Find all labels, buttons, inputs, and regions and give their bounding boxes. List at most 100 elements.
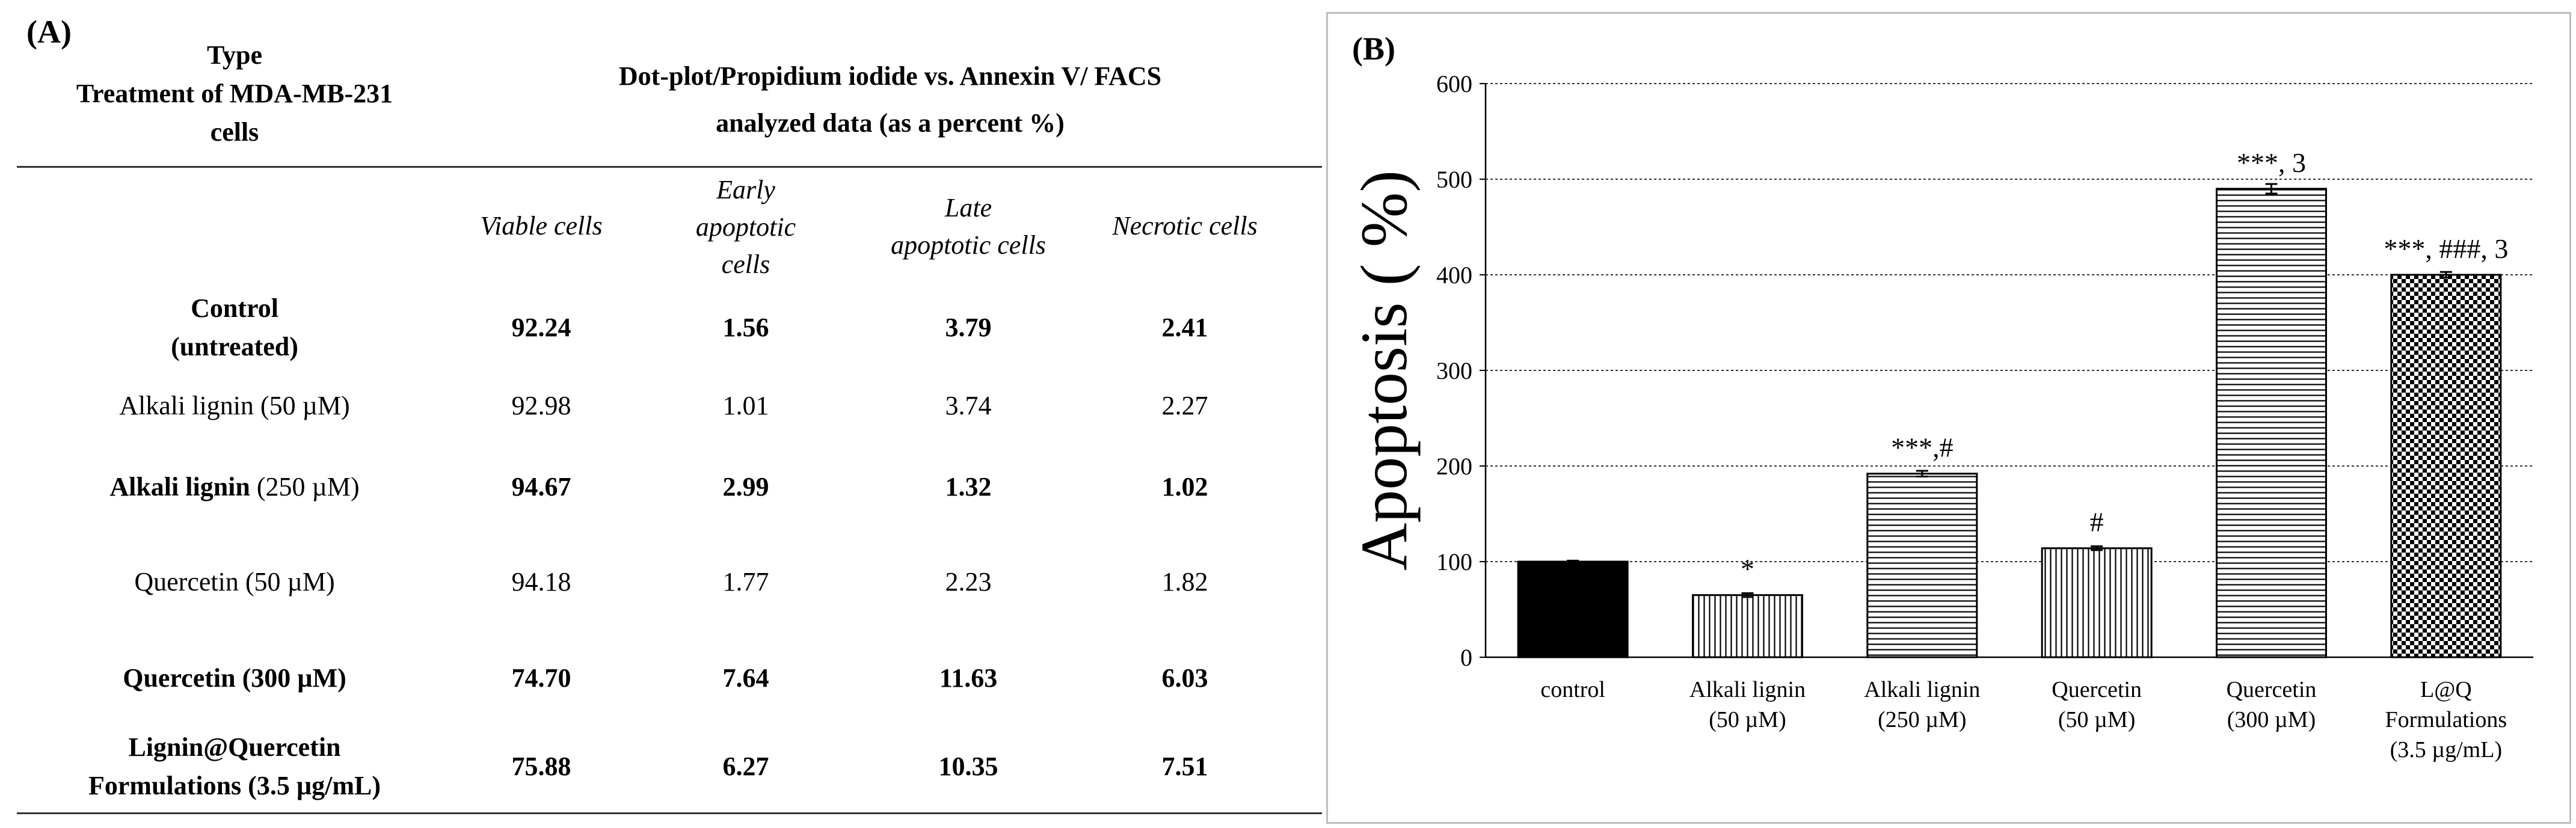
row-name-normal: Quercetin (50 µM) [134,567,335,596]
column-header-line: cells [721,250,770,279]
column-header-line: apoptotic [695,212,796,242]
table-cell: 1.01 [722,391,769,420]
row-name-line2: (untreated) [171,332,298,361]
table-cell: 94.67 [511,472,571,501]
row-name-line: Alkali lignin (50 µM) [24,387,445,425]
row-name-normal: Alkali lignin (50 µM) [119,391,350,420]
table-row-label: Control (untreated) [24,289,445,366]
x-tick-label: Formulations [2385,707,2507,732]
table-cell: 1.02 [1161,472,1208,501]
table-cell: 2.41 [1161,313,1208,342]
y-tick-label: 0 [1460,644,1472,671]
table-cell: 7.64 [722,663,769,693]
row-name-line2: Formulations (3.5 µg/mL) [88,771,381,800]
x-tick-label: (3.5 µg/mL) [2390,737,2503,762]
panel-b-chart: (B) 0 100 200 300 400 500 600 Apoptosis ( %) con… [1326,12,2571,824]
bottom-rule [17,812,1322,814]
significance-label: ***, ###, 3 [2384,233,2508,264]
x-tick-label: (50 µM) [2058,707,2136,732]
row-name-line: Control [24,289,445,328]
row-name-line: Quercetin (300 µM) [24,659,445,698]
x-tick-label: (250 µM) [1878,707,1967,732]
table-cell: 1.32 [945,472,992,501]
table-row-label: Quercetin (50 µM) [24,563,445,601]
header-type-line: Type [206,40,263,70]
table-cell: 1.77 [722,567,769,596]
y-tick-label: 400 [1436,262,1472,289]
column-header-line: Necrotic cells [1112,211,1258,241]
bar [1866,473,1978,658]
table-cell: 2.23 [945,567,992,596]
table-cell: 10.35 [938,752,998,781]
x-tick-label: Alkali lignin [1689,677,1806,702]
x-tick-label: (300 µM) [2227,707,2316,732]
significance-label: ***,# [1891,432,1954,463]
table-cell: 6.03 [1161,663,1208,693]
row-name-line: Alkali lignin (250 µM) [24,468,445,506]
significance-label: ***, 3 [2237,147,2306,178]
table-cell: 2.27 [1161,391,1208,420]
table-cell: 92.98 [511,391,571,420]
y-tick-label: 300 [1436,357,1472,384]
table-cell: 3.74 [945,391,992,420]
column-header-early: Early apoptotic cells [656,171,836,283]
header-type-line: cells [210,117,259,147]
header-facs-line: Dot-plot/Propidium iodide vs. Annexin V/… [618,61,1162,91]
row-name-line: Lignin@Quercetin [24,728,445,767]
panel-a-label: (A) [26,14,72,50]
column-header-line: Viable cells [480,211,603,241]
bar [2390,274,2502,658]
table-cell: 3.79 [945,313,992,342]
bar-chart: (B) 0 100 200 300 400 500 600 Apoptosis ( %) con… [1347,31,2533,762]
table-row-label: Alkali lignin (50 µM) [24,387,445,425]
table-row-label: Lignin@Quercetin Formulations (3.5 µg/mL) [24,728,445,805]
x-tick-label: Quercetin [2052,677,2142,702]
significance-label: # [2090,507,2104,538]
row-name-bold: Alkali lignin [109,472,250,501]
column-header-line: Early [716,175,775,204]
bar [1692,594,1803,658]
column-header-line: apoptotic cells [891,230,1046,260]
table-cell: 11.63 [939,663,998,693]
row-name-bold: Control [191,293,278,323]
bar [2216,188,2327,658]
table-cell: 1.82 [1161,567,1208,596]
x-tick-label: L@Q [2420,677,2472,702]
table-row-label: Quercetin (300 µM) [24,659,445,698]
column-header-viable: Viable cells [439,207,644,245]
significance-label: * [1741,554,1754,584]
table-cell: 92.24 [511,313,571,342]
row-name-normal: (250 µM) [250,472,360,501]
y-tick-label: 500 [1436,166,1472,193]
table-cell: 6.27 [722,752,769,781]
x-tick-label: (50 µM) [1709,707,1786,732]
table-cell: 75.88 [511,752,571,781]
y-tick-label: 100 [1436,548,1472,575]
y-tick-label: 600 [1436,70,1472,97]
x-tick-label: control [1540,677,1605,702]
bar [2041,547,2153,658]
header-type-line: Treatment of MDA-MB-231 [76,79,393,108]
row-name-line: Quercetin (50 µM) [24,563,445,601]
column-header-line: Late [944,193,992,222]
row-name-bold: Lignin@Quercetin [128,732,341,762]
table-cell: 74.70 [511,663,571,693]
panel-b-label: (B) [1352,31,1395,67]
table-cell: 2.99 [722,472,769,501]
header-facs: Dot-plot/Propidium iodide vs. Annexin V/… [469,53,1311,147]
table-row-label: Alkali lignin (250 µM) [24,468,445,506]
column-header-late: Late apoptotic cells [854,189,1083,264]
x-tick-label: Alkali lignin [1864,677,1980,702]
x-tick-label: Quercetin [2227,677,2317,702]
header-facs-line: analyzed data (as a percent %) [716,108,1065,138]
panel-a-table: (A) Type Treatment of MDA-MB-231 cells D… [17,14,1322,814]
table-cell: 1.56 [722,313,769,342]
table-cell: 7.51 [1161,752,1208,781]
header-type: Type Treatment of MDA-MB-231 cells [24,36,445,152]
table-cell: 94.18 [511,567,571,596]
y-axis-title: Apoptosis ( %) [1347,170,1421,571]
header-rule [17,166,1322,168]
row-name-bold: Quercetin (300 µM) [123,663,346,693]
column-header-necrotic: Necrotic cells [1065,207,1305,245]
y-tick-label: 200 [1436,453,1472,480]
